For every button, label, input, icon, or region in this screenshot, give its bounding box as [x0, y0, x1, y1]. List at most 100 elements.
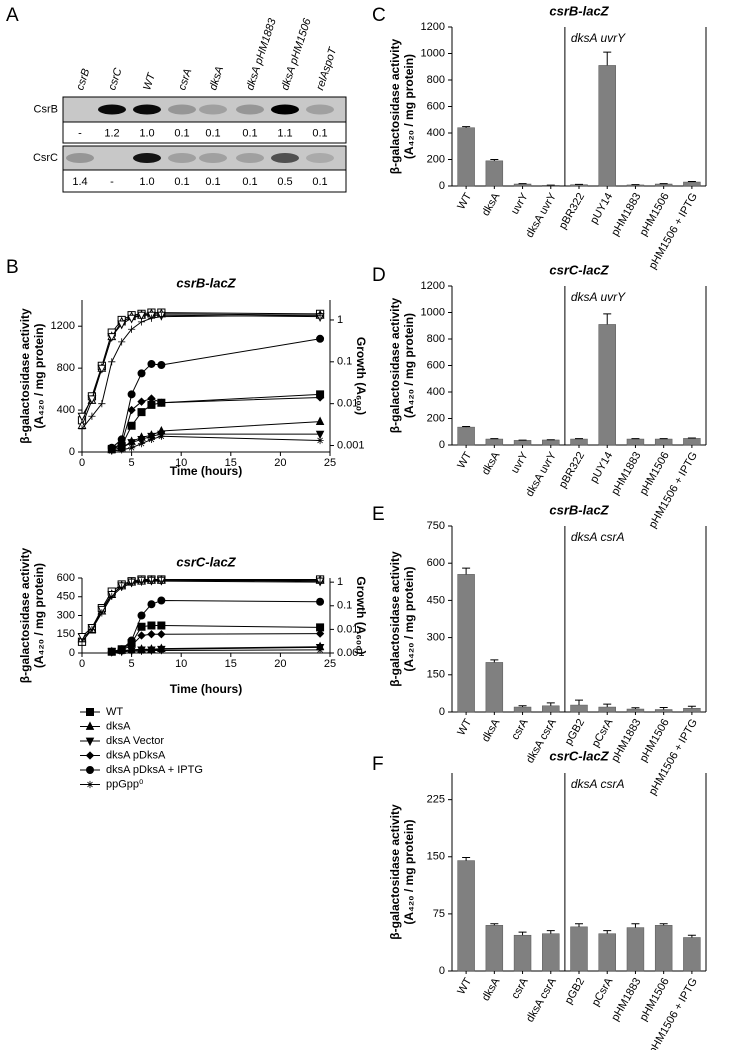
data-point — [107, 333, 117, 342]
blot-band — [271, 104, 299, 115]
x-tick-label: csrA — [509, 716, 531, 742]
bar — [626, 708, 645, 713]
data-point — [118, 338, 126, 346]
data-point — [316, 436, 324, 445]
data-point — [147, 577, 156, 585]
y-tick-label: 1000 — [421, 47, 445, 59]
x-tick-label: 0 — [79, 457, 85, 469]
error-bar — [631, 923, 640, 928]
data-point — [127, 405, 136, 415]
y-tick-label: 300 — [427, 632, 445, 644]
blot-value: 0.1 — [312, 176, 327, 188]
chart-title: csrB-lacZ — [176, 275, 236, 290]
data-point — [147, 394, 156, 403]
blot-column-label: csrB — [74, 67, 92, 92]
panel-label: E — [372, 504, 385, 525]
y-tick-label: 600 — [427, 359, 445, 371]
legend-label: dksA Vector — [106, 735, 164, 747]
data-point — [137, 622, 146, 631]
y-tick-label: 200 — [427, 153, 445, 165]
x-tick-label: pBR322 — [557, 450, 587, 490]
blot-band — [199, 153, 227, 163]
bar — [598, 706, 616, 713]
y-axis-label: β-galactosidase activity — [18, 547, 32, 683]
data-point — [147, 600, 156, 609]
y-tick-label: 225 — [427, 794, 445, 806]
x-tick-label: uvrY — [509, 449, 531, 475]
data-point — [137, 369, 146, 378]
error-bar — [603, 313, 612, 325]
y-axis-label: β-galactosidase activity — [18, 308, 32, 444]
blot-row-label: CsrB — [34, 103, 58, 115]
data-point — [98, 400, 106, 408]
error-bar — [462, 567, 471, 575]
x-tick-label: pGB2 — [563, 717, 587, 747]
blot-value: 0.5 — [277, 176, 292, 188]
data-point — [315, 629, 325, 638]
blot-band — [133, 104, 161, 115]
blot-value: 1.2 — [104, 127, 119, 139]
data-point — [316, 578, 324, 586]
data-point — [118, 583, 126, 591]
bar — [683, 181, 701, 187]
annotation: dksA csrA — [571, 777, 625, 791]
bar — [654, 709, 673, 713]
blot-band — [306, 153, 334, 163]
legend-marker — [86, 780, 94, 789]
bar — [683, 937, 701, 972]
x-axis-label: Time (hours) — [170, 682, 242, 696]
data-point — [117, 320, 127, 330]
bar — [654, 183, 673, 187]
x-tick-label: 10 — [175, 658, 187, 670]
blot-value: 0.1 — [242, 176, 257, 188]
y2-axis-label: Growth (A₆₀₀) — [354, 576, 368, 654]
data-point — [316, 334, 325, 343]
bar — [513, 440, 532, 446]
x-tick-label: WT — [455, 976, 474, 997]
blot-band — [66, 153, 94, 163]
y-tick-label: 0 — [439, 965, 445, 977]
y-tick-label: 0 — [439, 180, 445, 192]
data-point — [98, 609, 106, 617]
y-tick-label: 150 — [57, 628, 75, 640]
y2-axis-label: Growth (A₆₀₀) — [354, 337, 368, 415]
annotation: dksA csrA — [571, 530, 625, 544]
error-bar — [490, 659, 499, 663]
blot-band — [271, 153, 299, 163]
x-tick-label: 5 — [129, 658, 135, 670]
legend-label: dksA pDksA + IPTG — [106, 764, 203, 776]
bar — [683, 708, 701, 713]
y-tick-label: 200 — [427, 412, 445, 424]
bar — [654, 925, 673, 972]
data-point — [137, 318, 146, 326]
legend-marker — [86, 708, 94, 716]
bar — [570, 926, 588, 972]
panel-label: D — [372, 265, 386, 286]
data-point — [108, 447, 116, 455]
blot-column-label: csrA — [176, 67, 194, 92]
bar — [542, 439, 560, 446]
y-tick-label: 0 — [439, 439, 445, 451]
y-tick-label: 750 — [427, 520, 445, 532]
error-bar — [603, 51, 612, 66]
panel-label: F — [372, 754, 384, 775]
bar — [542, 933, 560, 972]
data-point — [137, 408, 146, 417]
x-tick-label: pUY14 — [588, 450, 615, 485]
x-tick-label: 10 — [175, 457, 187, 469]
x-tick-label: dksA — [480, 190, 503, 218]
x-tick-label: dksA — [480, 449, 503, 477]
panel-label: A — [6, 5, 19, 26]
data-point — [316, 623, 325, 632]
data-point — [118, 446, 126, 454]
legend-marker — [85, 751, 95, 760]
data-point — [137, 631, 146, 640]
panel-label: C — [372, 5, 386, 26]
x-tick-label: pCsrA — [590, 975, 616, 1008]
blot-band — [236, 104, 264, 115]
data-point — [108, 358, 116, 366]
data-point — [127, 421, 136, 430]
series-line — [81, 313, 321, 426]
data-point — [108, 648, 116, 656]
data-point — [147, 646, 156, 655]
